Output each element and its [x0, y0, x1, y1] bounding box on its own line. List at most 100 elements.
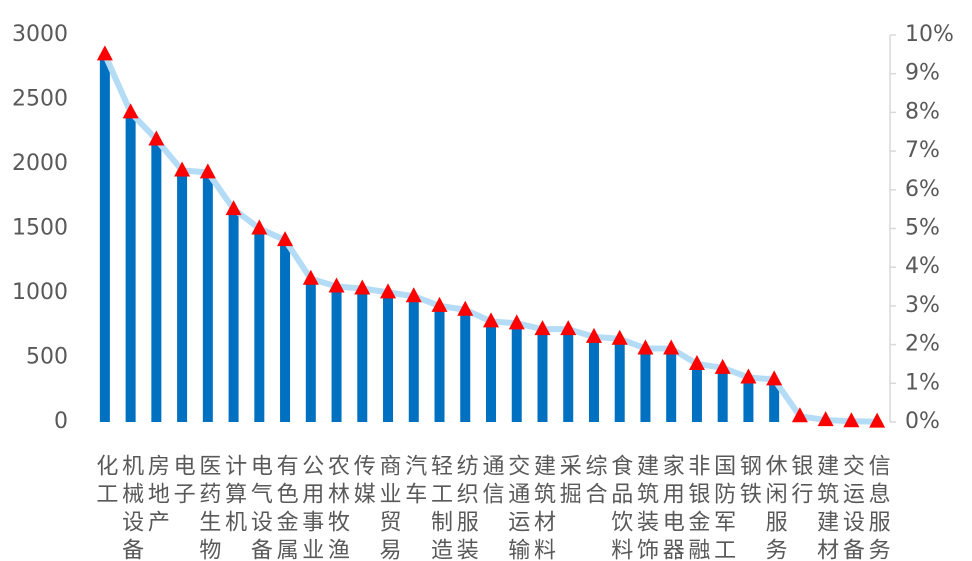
bar [383, 291, 394, 422]
marker [328, 277, 345, 293]
bar [769, 380, 780, 422]
bar [486, 321, 496, 422]
marker [663, 339, 680, 355]
y-tick-label: 2000 [12, 151, 68, 176]
bar [331, 287, 342, 422]
marker [96, 45, 113, 61]
marker [585, 327, 602, 343]
x-tick-label: 建筑材料 [530, 454, 556, 561]
x-tick-label: 非银金融 [684, 454, 710, 561]
bar [434, 305, 445, 422]
x-tick-label: 建筑装饰 [633, 454, 659, 561]
y2-tick-label: 3% [905, 293, 940, 318]
y-tick-label: 500 [26, 345, 68, 370]
marker [534, 320, 551, 336]
bar [305, 280, 316, 422]
marker [174, 161, 191, 177]
x-tick-label: 纺织服装 [453, 454, 479, 561]
x-tick-label: 交运设备 [839, 454, 865, 561]
marker [869, 412, 886, 428]
y-tick-label: 3000 [12, 22, 68, 47]
x-tick-label: 电子 [170, 454, 195, 510]
marker [457, 300, 474, 316]
x-tick-label: 公用事业 [298, 454, 324, 561]
x-tick-label: 机械设备 [118, 454, 144, 561]
bar [99, 54, 110, 422]
x-tick-label: 电气设备 [247, 454, 273, 561]
bar [228, 211, 239, 422]
y-tick-label: 1500 [12, 216, 68, 241]
marker [508, 314, 525, 330]
bar [563, 330, 574, 422]
bar [640, 348, 651, 422]
bar [614, 339, 625, 422]
x-tick-label: 汽车 [401, 454, 427, 510]
bar [691, 363, 702, 422]
x-tick-label: 商业贸易 [376, 454, 402, 561]
y-tick-label: 2500 [12, 87, 68, 112]
marker [302, 269, 319, 285]
x-tick-label: 化工 [92, 454, 118, 510]
bar [511, 323, 522, 422]
x-tick-label: 建筑建材 [813, 454, 839, 561]
bar [666, 349, 677, 422]
bar [202, 174, 213, 422]
bar [408, 296, 419, 422]
marker [740, 368, 757, 384]
x-tick-label: 有色金属 [273, 454, 299, 561]
x-tick-label: 钢铁 [736, 454, 762, 510]
y2-tick-label: 7% [905, 138, 940, 163]
marker [791, 407, 808, 423]
y-tick-label: 0 [54, 409, 68, 434]
marker [637, 339, 654, 355]
x-tick-label: 综合 [581, 454, 607, 510]
marker [225, 200, 242, 216]
marker [688, 354, 705, 370]
y2-tick-label: 8% [905, 99, 940, 124]
bar [717, 366, 728, 422]
x-tick-label: 休闲服务 [762, 454, 788, 561]
marker [431, 296, 448, 312]
x-tick-label: 医药生物 [195, 454, 221, 561]
x-tick-label: 银行 [787, 454, 813, 510]
x-tick-label: 传媒 [350, 454, 376, 510]
y2-tick-label: 5% [905, 216, 940, 241]
bar [280, 241, 291, 422]
marker [611, 329, 628, 345]
marker [766, 370, 783, 386]
x-tick-label: 计算机 [221, 454, 247, 538]
bar [460, 311, 471, 422]
y2-tick-label: 10% [905, 22, 954, 47]
x-tick-label: 交通运输 [504, 454, 530, 561]
y-tick-label: 1000 [12, 280, 68, 305]
marker [405, 287, 422, 303]
marker [199, 163, 216, 179]
x-tick-label: 采掘 [556, 454, 582, 510]
bar [151, 140, 162, 422]
x-tick-label: 轻工制造 [427, 454, 453, 561]
marker [817, 411, 834, 427]
y2-tick-label: 9% [905, 61, 940, 86]
bar [177, 170, 188, 422]
x-tick-label: 房地产 [144, 454, 170, 538]
marker [483, 312, 499, 328]
bar [588, 336, 599, 422]
y2-tick-label: 1% [905, 370, 940, 395]
y2-tick-label: 2% [905, 332, 940, 357]
marker [148, 130, 165, 146]
x-tick-label: 国防军工 [710, 454, 735, 561]
x-tick-label: 家用电器 [659, 454, 685, 561]
y2-tick-label: 0% [905, 409, 940, 434]
bar [254, 232, 265, 422]
marker [122, 103, 139, 119]
marker [714, 358, 731, 374]
bar [357, 289, 368, 422]
marker [354, 279, 371, 295]
x-tick-label: 食品饮料 [607, 454, 633, 561]
x-tick-label: 通信 [479, 454, 505, 510]
bar [537, 329, 548, 422]
marker [277, 231, 294, 247]
marker [560, 320, 577, 336]
